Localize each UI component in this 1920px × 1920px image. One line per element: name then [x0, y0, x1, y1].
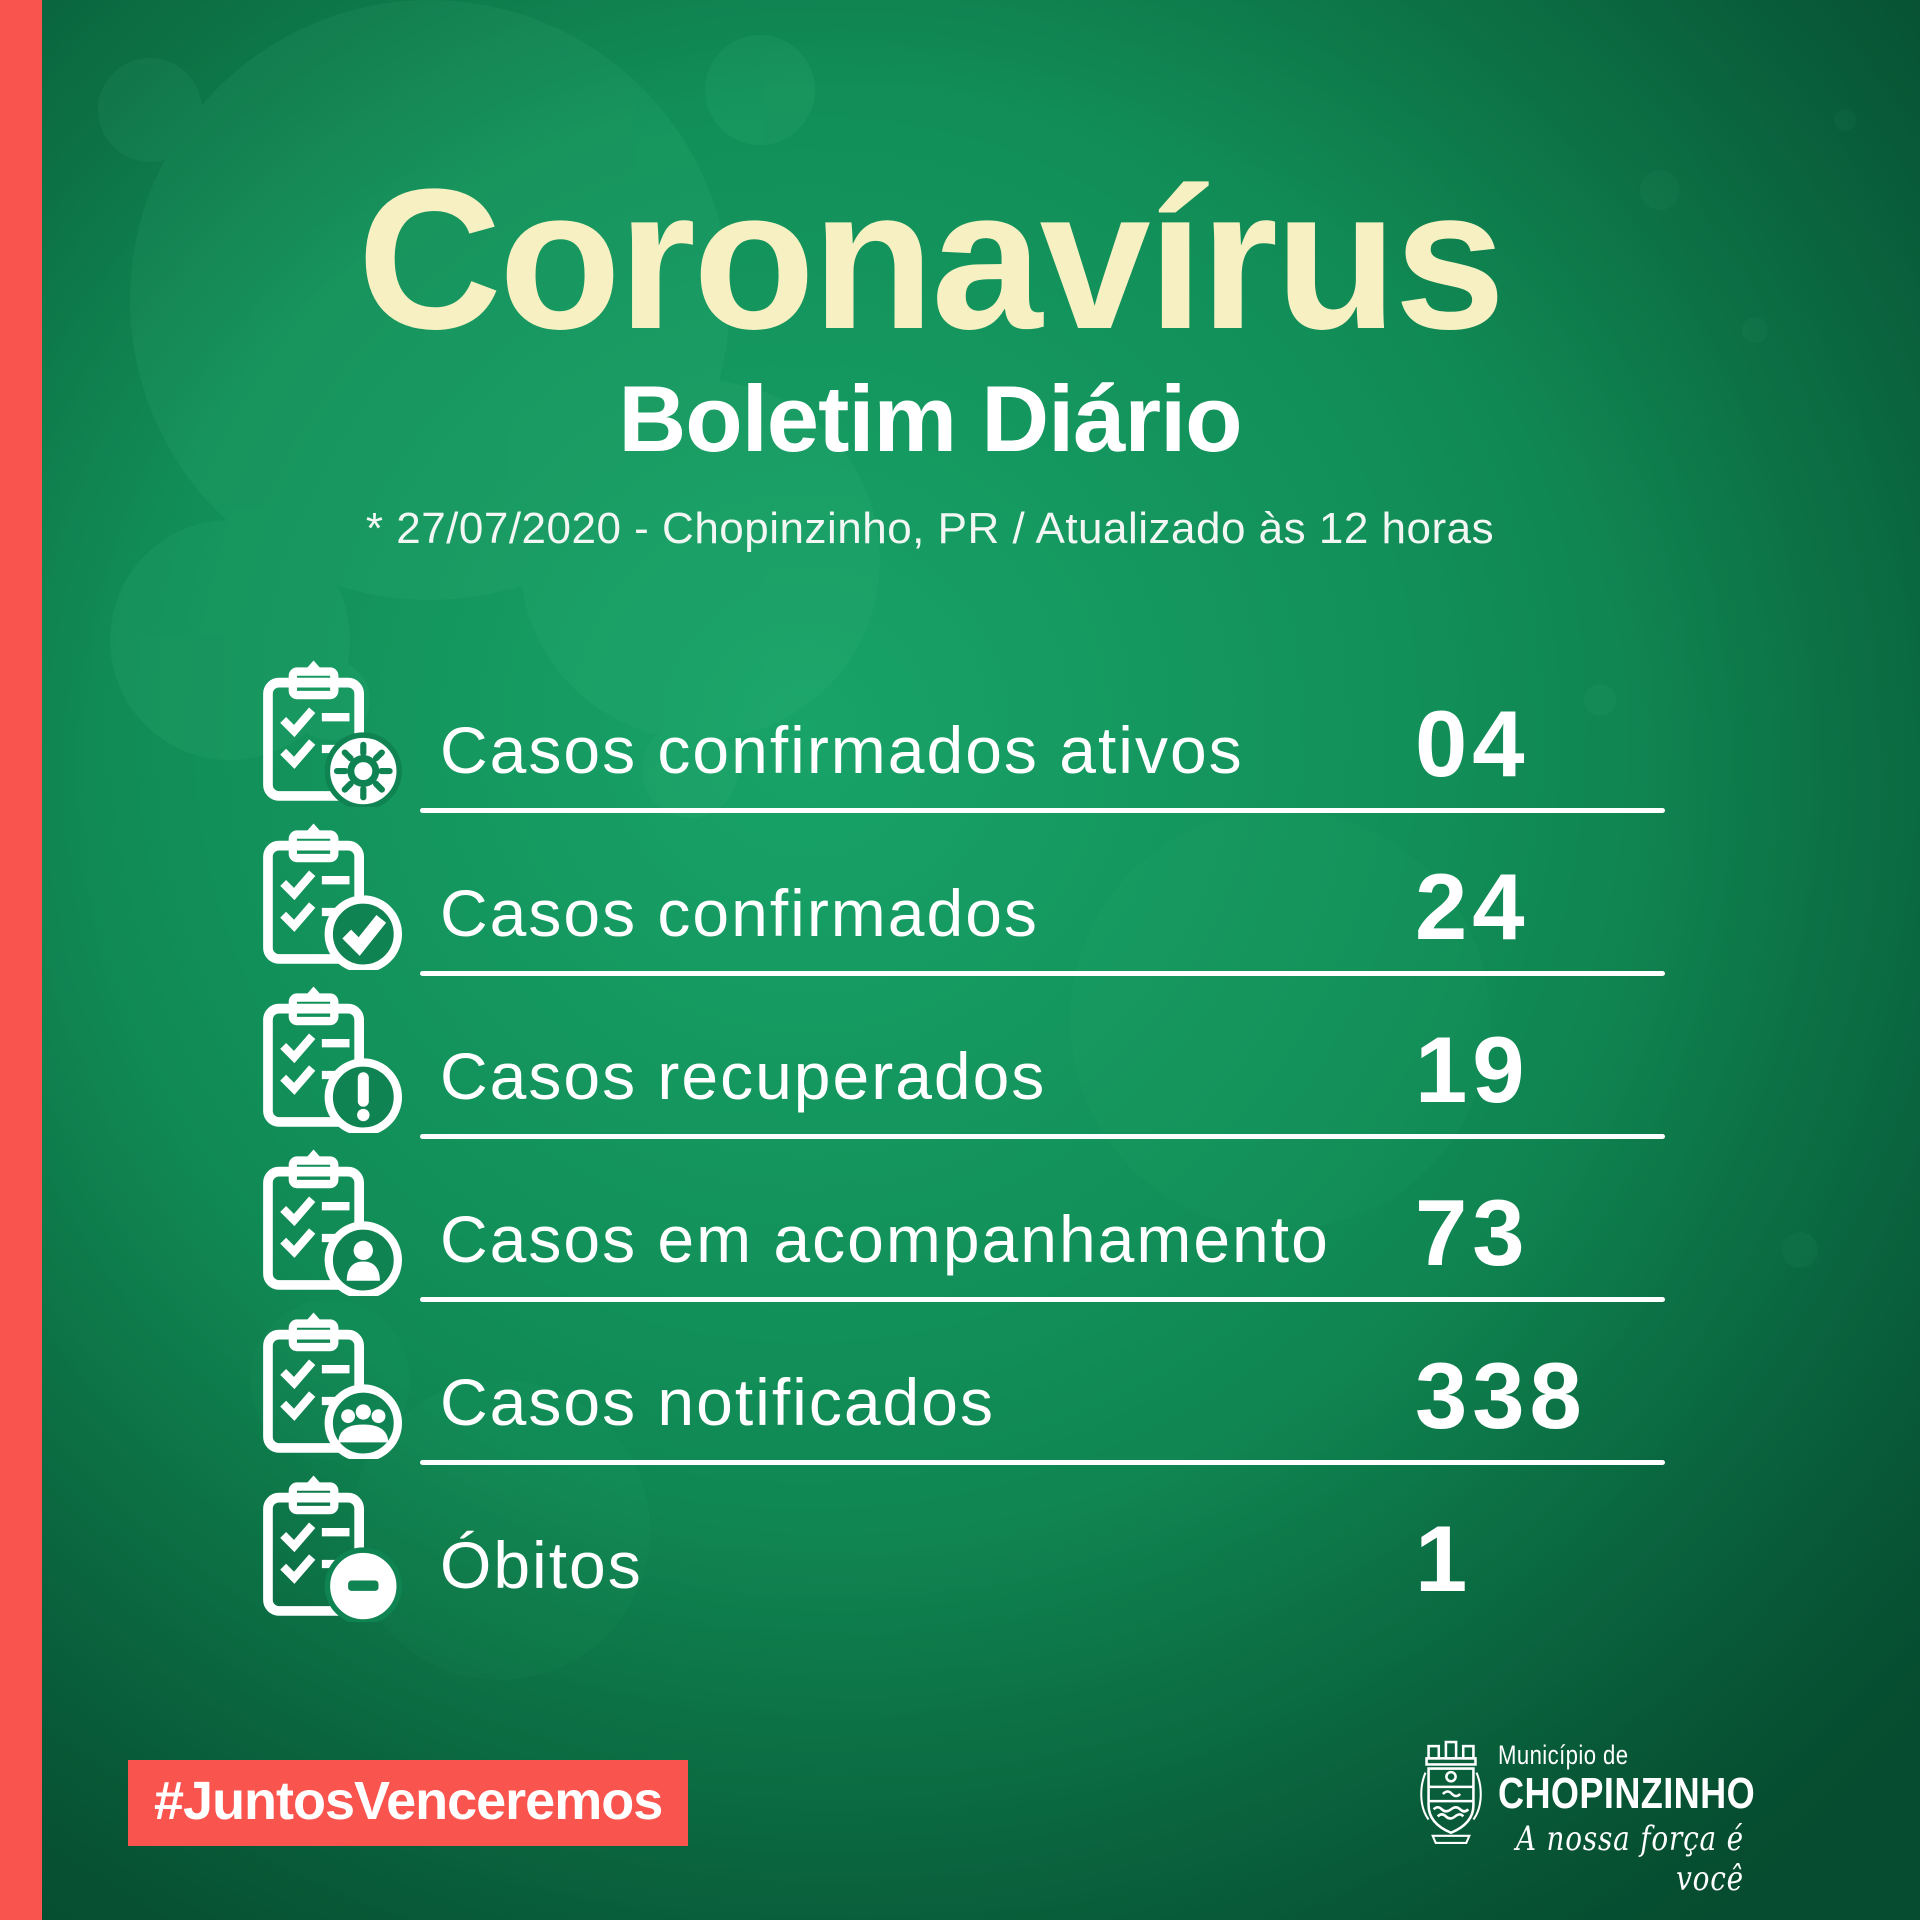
page-subtitle: Boletim Diário: [618, 366, 1242, 471]
municipality-logo: Município de CHOPINZINHO A nossa força é…: [1418, 1740, 1798, 1899]
stats-list: Casos confirmados ativos 04 Casos confir…: [250, 650, 1665, 1628]
logo-org-name: CHOPINZINHO: [1498, 1769, 1756, 1818]
hashtag-banner: #JuntosVenceremos: [128, 1760, 689, 1846]
row-divider: [420, 1460, 1665, 1465]
clipboard-minus-icon: [250, 1470, 402, 1622]
stat-row-casos-em-acompanhamento: Casos em acompanhamento 73: [250, 1139, 1665, 1302]
row-divider: [420, 1297, 1665, 1302]
stat-row-obitos: Óbitos 1: [250, 1465, 1665, 1628]
dateline: * 27/07/2020 - Chopinzinho, PR / Atualiz…: [365, 504, 1495, 553]
stat-value: 338: [1415, 1343, 1587, 1448]
hashtag-text: #JuntosVenceremos: [154, 1771, 663, 1831]
stat-row-casos-notificados: Casos notificados 338: [250, 1302, 1665, 1465]
stat-label: Casos notificados: [440, 1365, 995, 1439]
stat-label: Casos confirmados: [440, 876, 1039, 950]
stat-value: 04: [1415, 691, 1530, 796]
stat-label: Casos em acompanhamento: [440, 1202, 1330, 1276]
clipboard-exclamation-icon: [250, 981, 402, 1133]
stat-row-casos-confirmados: Casos confirmados 24: [250, 813, 1665, 976]
stat-value: 24: [1415, 854, 1530, 959]
coat-of-arms-icon: [1420, 1740, 1482, 1844]
clipboard-virus-icon: [250, 655, 402, 807]
stat-row-casos-recuperados: Casos recuperados 19: [250, 976, 1665, 1139]
stat-label: Casos recuperados: [440, 1039, 1047, 1113]
stat-label: Óbitos: [440, 1528, 643, 1602]
stat-value: 73: [1415, 1180, 1530, 1285]
clipboard-person-icon: [250, 1144, 402, 1296]
stat-value: 1: [1415, 1506, 1473, 1611]
clipboard-people-icon: [250, 1307, 402, 1459]
row-divider: [420, 1134, 1665, 1139]
row-divider: [420, 808, 1665, 813]
stat-row-casos-confirmados-ativos: Casos confirmados ativos 04: [250, 650, 1665, 813]
row-divider: [420, 971, 1665, 976]
stat-value: 19: [1415, 1017, 1530, 1122]
clipboard-check-icon: [250, 818, 402, 970]
logo-org-prefix: Município de: [1498, 1740, 1629, 1770]
logo-text: Município de CHOPINZINHO A nossa força é…: [1498, 1740, 1756, 1900]
stat-label: Casos confirmados ativos: [440, 713, 1244, 787]
logo-tagline: A nossa força é você: [1515, 1819, 1744, 1900]
header: Coronavírus Boletim Diário * 27/07/2020 …: [30, 158, 1830, 554]
page-title: Coronavírus: [357, 148, 1505, 371]
left-accent-stripe: [0, 0, 42, 1920]
